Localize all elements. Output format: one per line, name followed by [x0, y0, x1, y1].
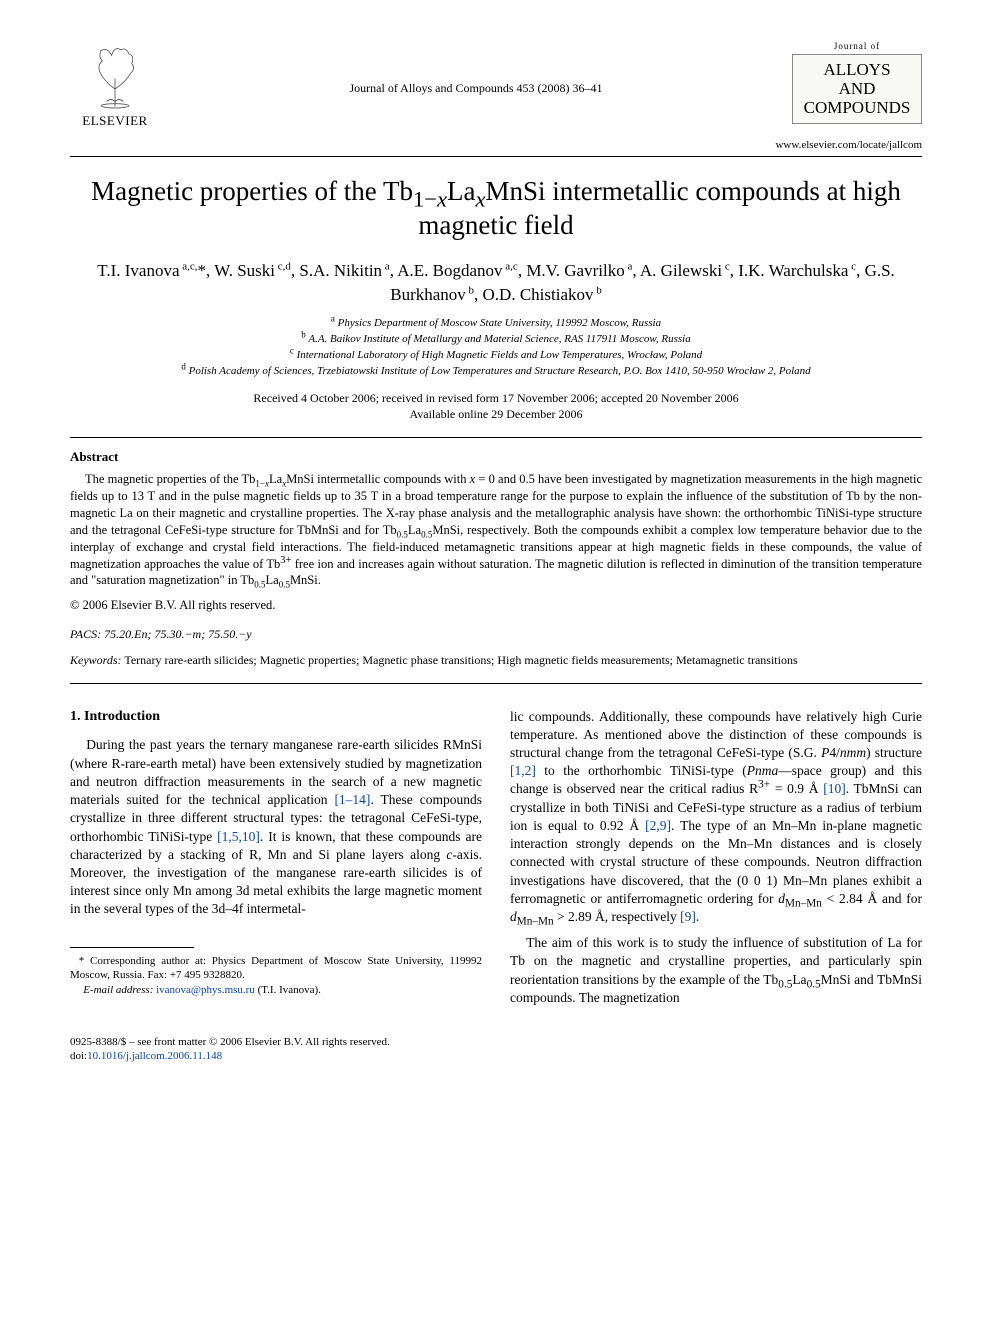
affiliation-a: a Physics Department of Moscow State Uni…	[70, 316, 922, 332]
abstract-top-rule	[70, 437, 922, 438]
section-1-title: 1. Introduction	[70, 708, 482, 727]
dates-online: Available online 29 December 2006	[70, 406, 922, 422]
abstract-label: Abstract	[70, 448, 922, 466]
journal-url[interactable]: www.elsevier.com/locate/jallcom	[70, 138, 922, 153]
right-column: lic compounds. Additionally, these compo…	[510, 708, 922, 1016]
doi-link[interactable]: 10.1016/j.jallcom.2006.11.148	[87, 1050, 222, 1062]
left-column: 1. Introduction During the past years th…	[70, 708, 482, 1016]
pacs-label: PACS:	[70, 627, 101, 641]
journal-logo-line1: ALLOYS	[823, 60, 890, 79]
affiliations: a Physics Department of Moscow State Uni…	[70, 316, 922, 380]
article-title: Magnetic properties of the Tb1−xLaxMnSi …	[70, 175, 922, 243]
doi-label: doi:	[70, 1050, 87, 1062]
copyright: © 2006 Elsevier B.V. All rights reserved…	[70, 597, 922, 614]
corresponding-footnote: * Corresponding author at: Physics Depar…	[70, 954, 482, 984]
body-columns: 1. Introduction During the past years th…	[70, 708, 922, 1016]
email-suffix: (T.I. Ivanova).	[255, 984, 321, 996]
footer: 0925-8388/$ – see front matter © 2006 El…	[70, 1035, 922, 1064]
intro-paragraph-3: The aim of this work is to study the inf…	[510, 934, 922, 1007]
header-row: ELSEVIER Journal of Alloys and Compounds…	[70, 40, 922, 130]
article-dates: Received 4 October 2006; received in rev…	[70, 390, 922, 422]
intro-paragraph-1: During the past years the ternary mangan…	[70, 736, 482, 918]
affiliation-b: b A.A. Baikov Institute of Metallurgy an…	[70, 332, 922, 348]
footer-line1: 0925-8388/$ – see front matter © 2006 El…	[70, 1035, 922, 1049]
keywords-text: Ternary rare-earth silicides; Magnetic p…	[122, 653, 798, 667]
journal-logo-line2: AND COMPOUNDS	[804, 79, 911, 117]
publisher-logo: ELSEVIER	[70, 40, 160, 130]
email-footnote: E-mail address: ivanova@phys.msu.ru (T.I…	[70, 983, 482, 998]
pacs-text: 75.20.En; 75.30.−m; 75.50.−y	[101, 627, 252, 641]
keywords-label: Keywords:	[70, 653, 122, 667]
intro-paragraph-2: lic compounds. Additionally, these compo…	[510, 708, 922, 927]
journal-logo: Journal of ALLOYS AND COMPOUNDS	[792, 40, 922, 124]
abstract-bottom-rule	[70, 683, 922, 684]
journal-reference: Journal of Alloys and Compounds 453 (200…	[160, 40, 792, 96]
dates-received: Received 4 October 2006; received in rev…	[70, 390, 922, 406]
footer-doi: doi:10.1016/j.jallcom.2006.11.148	[70, 1049, 922, 1063]
keywords: Keywords: Ternary rare-earth silicides; …	[70, 652, 922, 668]
journal-logo-small: Journal of	[792, 40, 922, 52]
publisher-name: ELSEVIER	[82, 112, 147, 130]
email-link[interactable]: ivanova@phys.msu.ru	[156, 984, 255, 996]
authors: T.I. Ivanova a,c,*, W. Suski c,d, S.A. N…	[70, 259, 922, 307]
pacs: PACS: 75.20.En; 75.30.−m; 75.50.−y	[70, 626, 922, 642]
email-label: E-mail address:	[83, 984, 153, 996]
abstract-text: The magnetic properties of the Tb1−xLaxM…	[70, 471, 922, 589]
elsevier-tree-icon	[80, 40, 150, 110]
header-rule	[70, 156, 922, 157]
footnote-rule	[70, 947, 194, 948]
affiliation-d: d Polish Academy of Sciences, Trzebiatow…	[70, 364, 922, 380]
affiliation-c: c International Laboratory of High Magne…	[70, 348, 922, 364]
journal-logo-main: ALLOYS AND COMPOUNDS	[792, 54, 922, 124]
